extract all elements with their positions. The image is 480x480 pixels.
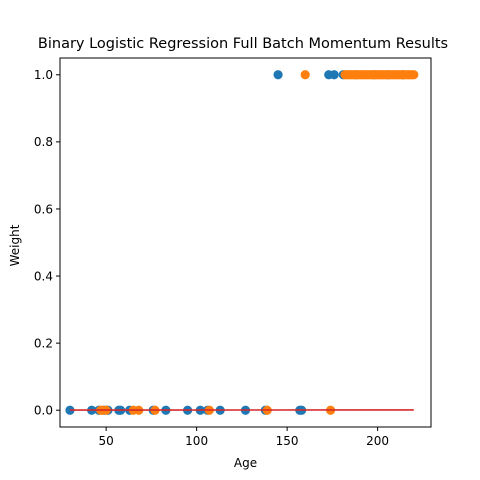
- series-0-point-0: [65, 405, 75, 415]
- x-tick-label: 100: [185, 434, 208, 448]
- x-tick-label: 50: [99, 434, 114, 448]
- y-tick-label: 0.0: [34, 404, 53, 418]
- x-axis-label: Age: [234, 456, 257, 470]
- x-tick-label: 200: [366, 434, 389, 448]
- y-tick-label: 0.8: [34, 135, 53, 149]
- x-tick-label: 150: [276, 434, 299, 448]
- y-axis: 0.0 0.2 0.4 0.6 0.8 1.0: [34, 68, 60, 418]
- y-tick-label: 0.4: [34, 269, 53, 283]
- x-axis: 50 100 150 200: [99, 427, 389, 448]
- y-axis-label: Weight: [8, 224, 22, 266]
- series-0-point-18: [273, 70, 283, 80]
- series-0-point-20: [329, 70, 339, 80]
- series-1-point-48: [409, 70, 419, 80]
- data-marks: [65, 70, 419, 415]
- series-1-point-9: [300, 70, 310, 80]
- y-tick-label: 1.0: [34, 68, 53, 82]
- chart-title: Binary Logistic Regression Full Batch Mo…: [38, 36, 448, 52]
- y-tick-label: 0.6: [34, 202, 53, 216]
- y-tick-label: 0.2: [34, 336, 53, 350]
- plot-frame: [59, 57, 432, 428]
